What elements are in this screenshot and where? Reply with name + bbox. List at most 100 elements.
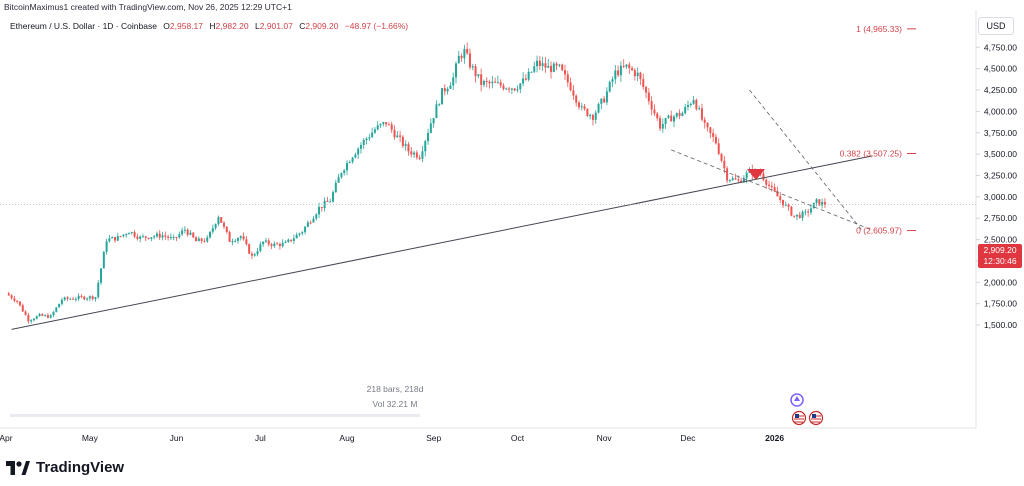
high-value: 2,982.20 — [215, 21, 249, 31]
candle-body — [591, 115, 594, 120]
candle-body — [572, 90, 575, 96]
candle-body — [306, 222, 309, 227]
fib-level-label: 0 (2,605.97) — [856, 226, 902, 236]
candle-body — [60, 299, 63, 304]
candle-body — [508, 88, 511, 90]
time-tick-label: May — [82, 433, 99, 443]
candle-body — [86, 298, 89, 300]
economic-event-us-flag-icon[interactable] — [791, 410, 807, 426]
candle-body — [206, 237, 209, 242]
candle-body — [337, 177, 340, 183]
candle-body — [429, 123, 432, 133]
candle-body — [600, 98, 603, 104]
candle-body — [211, 228, 214, 232]
tradingview-logo-icon — [6, 460, 30, 475]
price-tick-label: 3,500.00 — [984, 149, 1017, 159]
candle-body — [619, 65, 622, 76]
economic-event-us-flag-icon[interactable] — [808, 410, 824, 426]
candle-body — [538, 60, 541, 66]
time-tick-label: Apr — [0, 433, 13, 443]
candle-body — [348, 162, 351, 164]
candle-body — [345, 162, 348, 171]
candle-body — [552, 63, 555, 72]
candle-body — [312, 218, 315, 223]
candle-body — [597, 103, 600, 113]
candle-body — [513, 88, 516, 91]
candle-body — [390, 124, 393, 130]
price-tick-label: 3,250.00 — [984, 170, 1017, 180]
candle-body — [100, 268, 103, 283]
candle-body — [731, 178, 734, 180]
price-tick-label: 4,750.00 — [984, 42, 1017, 52]
candle-body — [410, 151, 413, 155]
candle-body — [684, 106, 687, 114]
tradingview-logo[interactable]: TradingView — [6, 459, 124, 476]
candle-body — [83, 296, 86, 300]
candle-body — [44, 315, 47, 317]
candle-body — [815, 199, 818, 203]
candle-body — [91, 296, 94, 299]
candle-body — [250, 253, 253, 256]
candle-body — [605, 91, 608, 103]
candle-body — [122, 234, 125, 237]
time-tick-label: Sep — [426, 433, 441, 443]
price-tick-label: 2,000.00 — [984, 277, 1017, 287]
candle-body — [583, 106, 586, 109]
candle-body — [695, 99, 698, 110]
candle-body — [502, 85, 505, 89]
candle-body — [119, 236, 122, 238]
time-axis: Apr May Jun Jul Aug Sep Oct Nov Dec 2026 — [0, 433, 784, 443]
candle-body — [466, 48, 469, 54]
candle-body — [793, 215, 796, 217]
price-tick-label: 3,000.00 — [984, 192, 1017, 202]
candle-body — [717, 143, 720, 154]
price-tick-label: 4,000.00 — [984, 106, 1017, 116]
candle-body — [97, 282, 100, 298]
candle-body — [737, 179, 740, 181]
candle-body — [443, 88, 446, 92]
candle-body — [522, 78, 525, 84]
candle-body — [686, 105, 689, 107]
candle-body — [491, 81, 494, 84]
candle-body — [441, 88, 444, 105]
last-price-value: 2,909.20 — [983, 245, 1017, 255]
candle-body — [105, 241, 108, 252]
candle-body — [318, 206, 321, 215]
candle-body — [617, 70, 620, 76]
candle-body — [169, 236, 172, 238]
candle-body — [139, 236, 142, 239]
candle-body — [38, 314, 41, 317]
symbol-name[interactable]: Ethereum / U.S. Dollar · 1D · Coinbase — [10, 21, 157, 31]
candle-body — [823, 202, 826, 205]
candle-body — [594, 112, 597, 120]
candle-body — [488, 81, 491, 84]
candle-body — [661, 124, 664, 129]
candle-body — [379, 124, 382, 126]
candle-body — [787, 204, 790, 207]
candle-body — [801, 211, 804, 218]
range-info: 218 bars, 218d Vol 32.21 M — [330, 382, 460, 412]
time-tick-label: Oct — [511, 433, 525, 443]
candle-body — [281, 242, 284, 247]
volume-strip — [10, 414, 420, 417]
currency-selector[interactable]: USD — [978, 17, 1014, 35]
candle-body — [622, 65, 625, 67]
candle-body — [334, 182, 337, 193]
candle-body — [544, 63, 547, 68]
low-value: 2,901.07 — [259, 21, 293, 31]
candle-body — [524, 78, 527, 80]
candle-body — [133, 232, 136, 237]
candle-body — [284, 241, 287, 243]
trendlines — [11, 89, 873, 330]
candle-body — [516, 89, 519, 91]
candle-body — [454, 63, 457, 78]
fib-level-label: 1 (4,965.33) — [856, 24, 902, 34]
candle-body — [114, 236, 117, 241]
news-event-icon[interactable] — [790, 393, 804, 407]
candle-body — [141, 236, 144, 238]
candle-body — [192, 232, 195, 238]
candle-body — [267, 240, 270, 245]
candle-body — [248, 244, 251, 254]
candle-body — [424, 141, 427, 152]
